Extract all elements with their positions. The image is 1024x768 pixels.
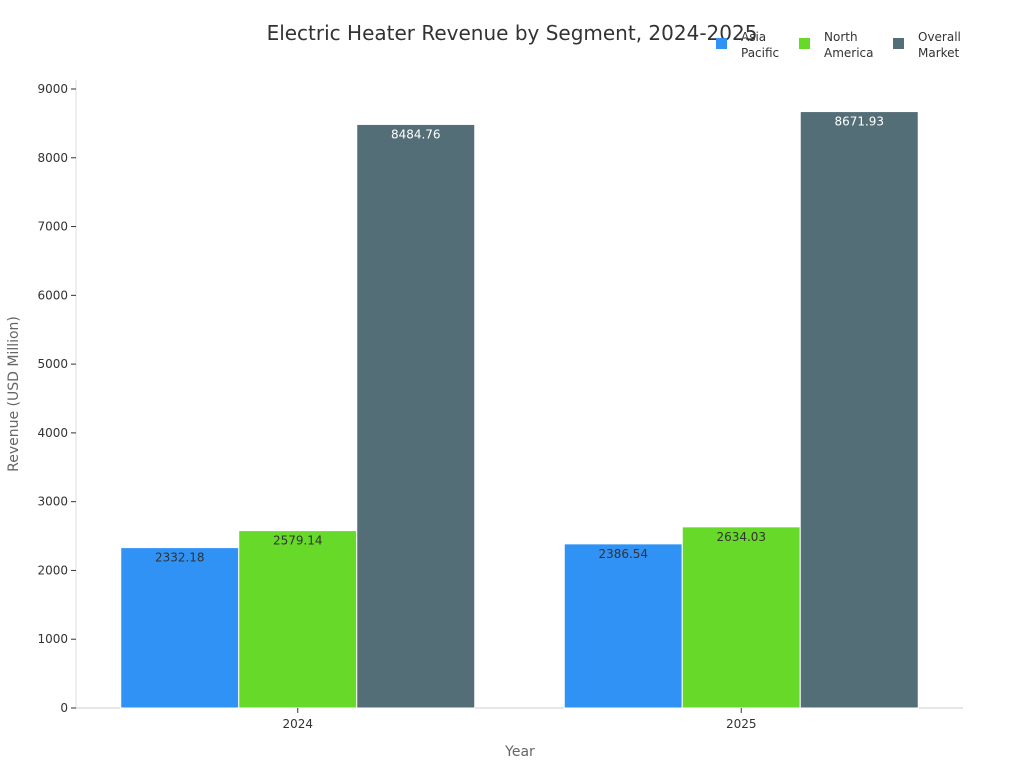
- bar: [238, 530, 358, 709]
- y-axis-title: Revenue (USD Million): [6, 316, 22, 472]
- bar: [563, 543, 683, 709]
- y-tick-label: 3000: [37, 495, 68, 509]
- x-tick-label: 2024: [282, 717, 313, 731]
- legend-swatch: [716, 38, 727, 49]
- y-axis-ticks: 0 1000 2000 3000 4000 5000 6000 7000 8000 9000: [37, 82, 76, 715]
- legend: Asia Pacific North America Overall Market: [716, 30, 961, 60]
- data-label: 8484.76: [391, 127, 441, 141]
- data-label: 2634.03: [716, 530, 766, 544]
- y-tick-label: 4000: [37, 426, 68, 440]
- y-tick-label: 6000: [37, 288, 68, 302]
- x-axis-ticks: 2024 2025: [282, 708, 757, 731]
- legend-swatch: [799, 38, 810, 49]
- legend-label: Market: [918, 46, 960, 60]
- y-tick-label: 9000: [37, 82, 68, 96]
- legend-label: Pacific: [741, 46, 779, 60]
- legend-label: Asia: [741, 30, 766, 44]
- data-label: 2332.18: [155, 551, 205, 565]
- y-tick-label: 5000: [37, 357, 68, 371]
- data-label: 8671.93: [834, 115, 884, 129]
- bar: [120, 547, 240, 709]
- x-axis-title: Year: [504, 744, 535, 760]
- x-tick-label: 2025: [726, 717, 757, 731]
- bars-group: [120, 111, 919, 709]
- legend-label: North: [824, 30, 858, 44]
- bar: [681, 526, 801, 709]
- y-tick-label: 7000: [37, 220, 68, 234]
- legend-label: America: [824, 46, 874, 60]
- data-label: 2579.14: [273, 534, 323, 548]
- y-tick-label: 1000: [37, 632, 68, 646]
- y-tick-label: 0: [60, 701, 68, 715]
- legend-label: Overall: [918, 30, 961, 44]
- y-tick-label: 8000: [37, 151, 68, 165]
- data-labels-group: 2332.18 2579.14 8484.76 2386.54 2634.03 8671.…: [155, 115, 884, 565]
- legend-swatch: [893, 38, 904, 49]
- bar: [356, 123, 476, 709]
- bar: [799, 111, 919, 709]
- chart-title: Electric Heater Revenue by Segment, 2024…: [267, 21, 758, 45]
- data-label: 2386.54: [598, 547, 648, 561]
- y-tick-label: 2000: [37, 563, 68, 577]
